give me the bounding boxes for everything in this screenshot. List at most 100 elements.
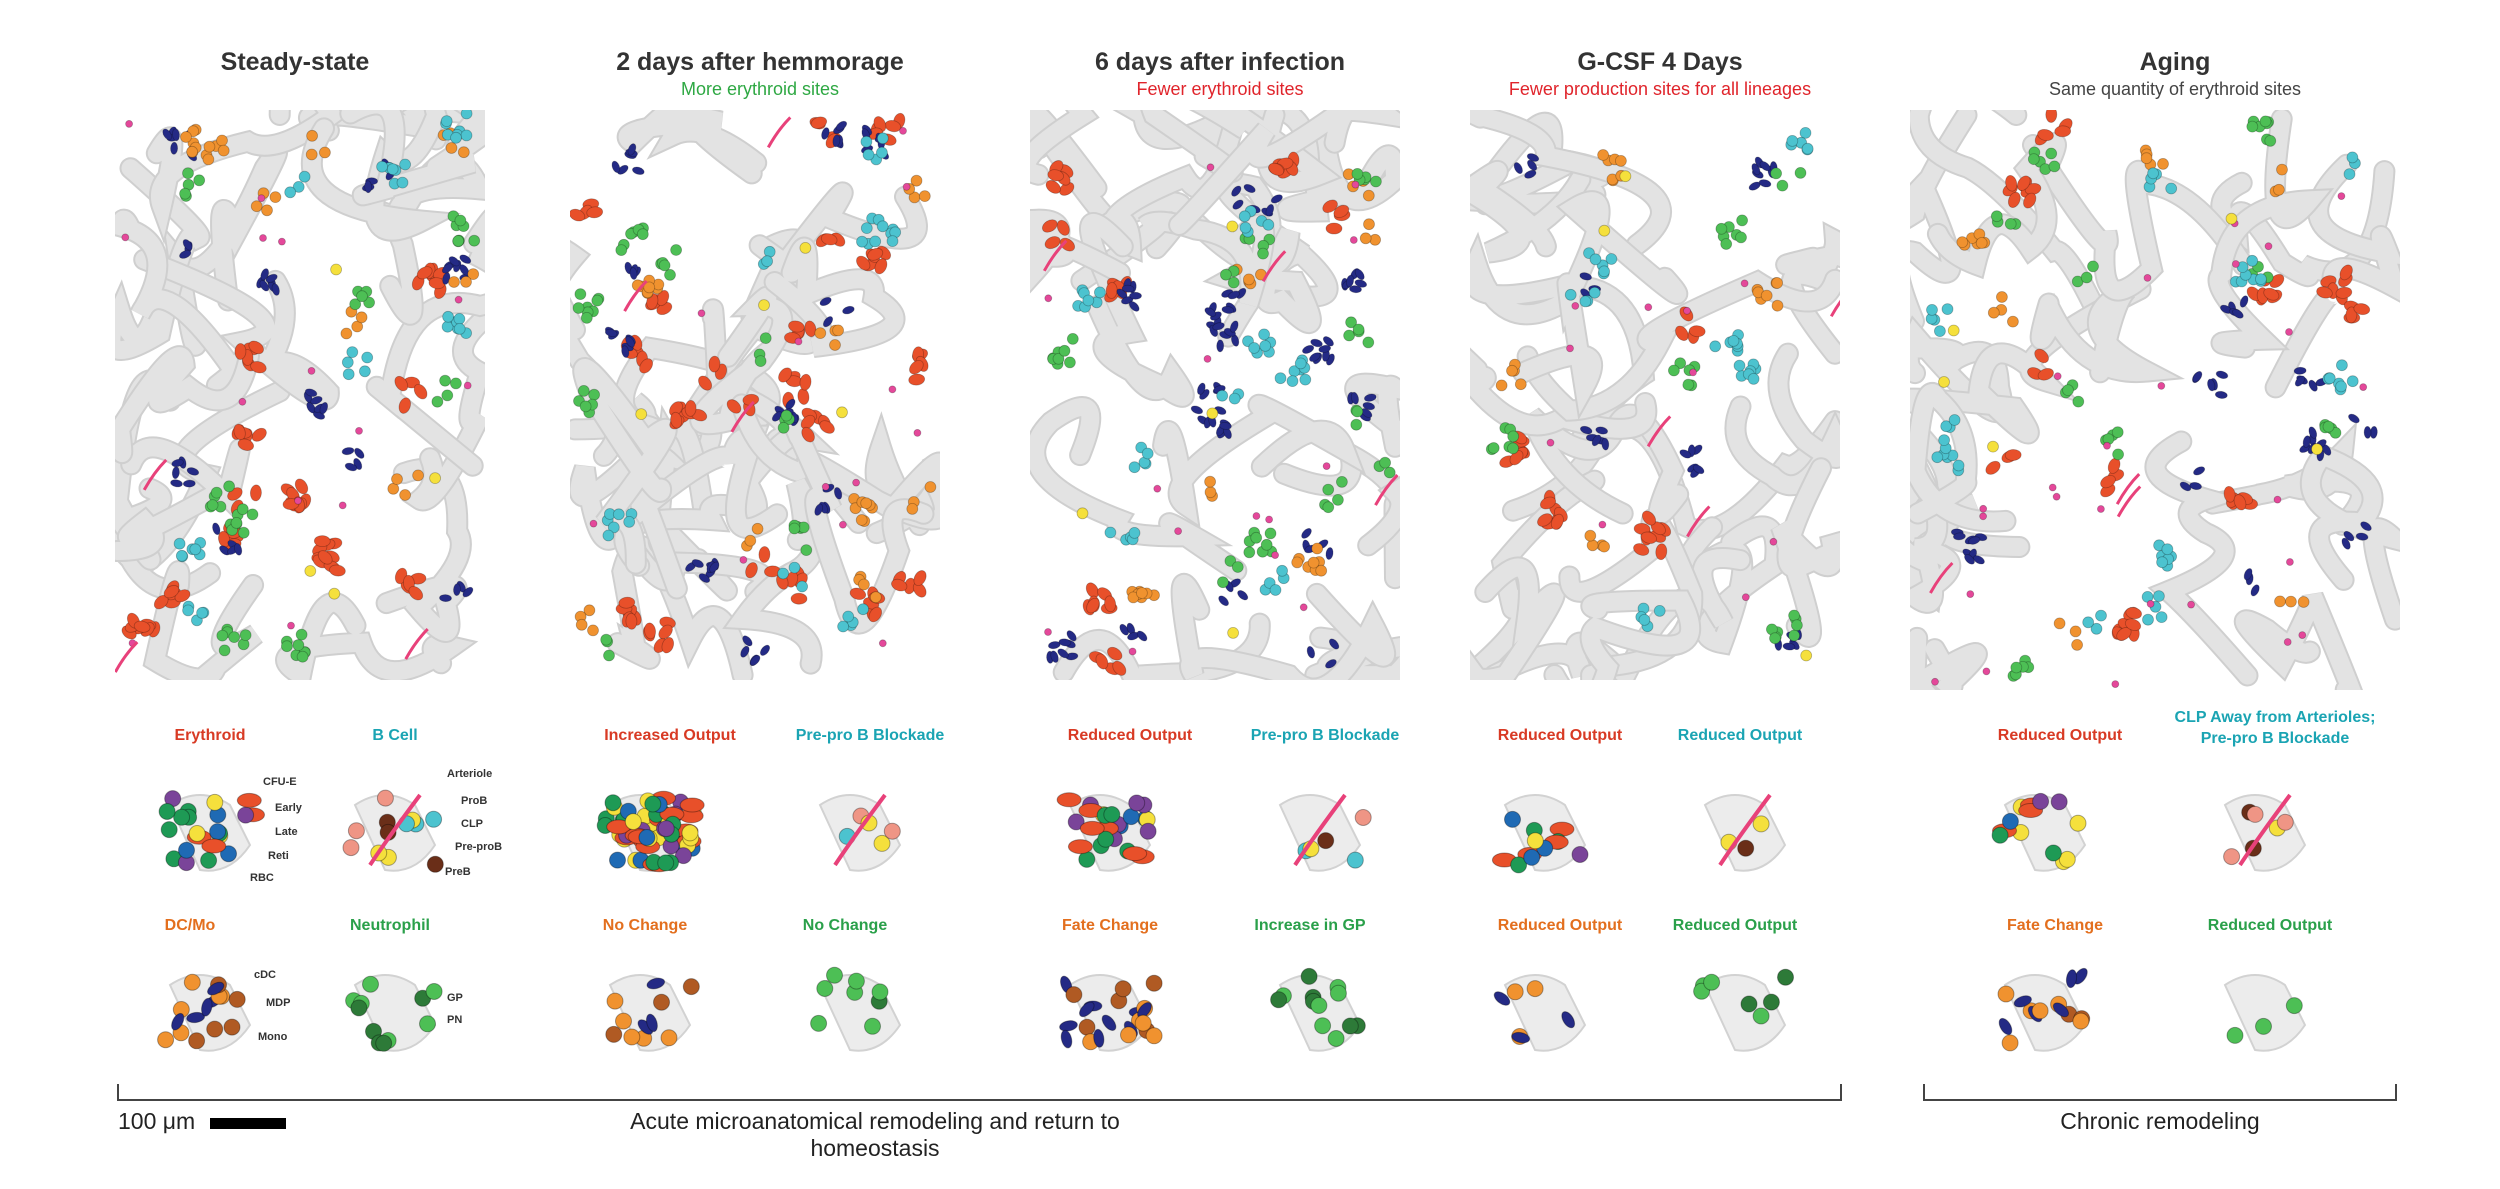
vessel	[1777, 224, 1840, 363]
gp-cell	[352, 994, 370, 1012]
gp-niche	[810, 966, 902, 1052]
cyan-cell	[292, 181, 305, 193]
gp-cell	[2087, 260, 2099, 273]
cyan-cell	[182, 604, 194, 617]
mono-cell	[399, 489, 412, 501]
ery-cell	[1078, 850, 1096, 868]
cdc-cell	[171, 1012, 185, 1031]
pink-cell	[2048, 483, 2057, 492]
gp-cell	[296, 650, 309, 663]
cyan-cell	[788, 561, 801, 574]
erythroid-cell	[398, 397, 411, 414]
pink-cell	[1203, 354, 1212, 363]
label-bcell: B Cell	[372, 727, 418, 744]
yellow-cell	[1598, 224, 1611, 237]
gp-cell	[356, 290, 368, 303]
cdc-cell	[1083, 1000, 1103, 1012]
erythroid-cell	[1992, 823, 2017, 839]
erythroid-cell	[2263, 287, 2280, 301]
gp-cell	[292, 639, 305, 651]
mono-cell	[575, 618, 588, 631]
erythroid-cell	[2019, 797, 2045, 813]
niche-vessel	[353, 974, 437, 1052]
gp-cell	[1329, 978, 1347, 996]
mono-cell	[1311, 542, 1324, 555]
b-cell	[404, 811, 421, 829]
gp-cell	[370, 1034, 388, 1052]
gp-cell	[1769, 632, 1781, 645]
ery-cell	[609, 851, 626, 869]
cdc-cell	[2348, 413, 2360, 424]
cdc-cell	[310, 396, 323, 405]
erythroid-cell	[1640, 531, 1658, 544]
mo-cell	[1078, 1018, 1096, 1036]
label-inf-bcell: Pre-pro B Blockade	[1250, 727, 1400, 744]
cdc-cell	[1128, 301, 1140, 312]
vessel	[135, 250, 338, 409]
b-niche	[1703, 793, 1787, 872]
gp-cell	[1674, 357, 1687, 370]
mo-cell	[228, 990, 246, 1008]
pink-cell	[1689, 368, 1697, 377]
b-cell	[2268, 819, 2286, 837]
pink-cell	[2143, 273, 2152, 282]
pink-cell	[238, 397, 247, 406]
cyan-cell	[1248, 342, 1261, 354]
gp-cell	[419, 1015, 436, 1033]
cell-label-pn: PN	[447, 1014, 463, 1026]
gp-cell	[2080, 271, 2093, 284]
cdc-cell	[1229, 320, 1239, 333]
erythroid-cell	[726, 399, 742, 414]
cdc-cell	[171, 128, 180, 142]
mono-cell	[318, 146, 331, 159]
ery-cell	[619, 802, 637, 820]
mono-cell	[832, 324, 845, 337]
gp-cell	[454, 214, 467, 227]
ery-cell	[1510, 856, 1528, 874]
arteriole	[115, 641, 139, 673]
pink-cell	[1546, 438, 1555, 447]
arteriole	[142, 458, 168, 491]
cdc-cell	[1967, 536, 1981, 545]
erythroid-cell	[778, 367, 793, 383]
cyan-cell	[284, 186, 297, 199]
ery-cell	[633, 821, 651, 839]
gp-cell	[2226, 1026, 2244, 1044]
ery-cell	[681, 824, 699, 842]
b-cell	[378, 813, 396, 831]
pink-cell	[1206, 163, 1215, 172]
gp-cell	[237, 526, 250, 539]
cdc-cell	[234, 543, 243, 556]
gp-cell	[1762, 993, 1780, 1011]
vessel	[1726, 344, 1840, 495]
cyan-cell	[386, 163, 399, 175]
ery-cell	[650, 829, 668, 847]
mo-cell	[615, 1012, 632, 1030]
ery-cell	[632, 851, 650, 869]
cdc-cell	[1059, 1020, 1078, 1032]
arteriole	[1261, 250, 1287, 283]
niche-vessel	[818, 974, 902, 1052]
cdc-cell	[2215, 370, 2229, 379]
cyan-cell	[1926, 303, 1938, 316]
cyan-cell	[1605, 253, 1618, 265]
cdc-cell	[170, 141, 179, 155]
mono-cell	[412, 469, 425, 482]
gp-cell	[1219, 268, 1232, 281]
gp-cell	[2112, 448, 2125, 461]
ery-cell	[1103, 806, 1121, 823]
mo-cell	[2072, 1012, 2090, 1030]
cdc-cell	[621, 345, 630, 358]
erythroid-cell	[656, 289, 670, 307]
cdc-cell	[1325, 659, 1337, 669]
erythroid-cell	[646, 857, 672, 873]
gp-cell	[230, 516, 243, 529]
gp-cell	[810, 1014, 828, 1032]
mono-cell	[1996, 291, 2008, 303]
cell-clusters	[115, 110, 481, 673]
ery-cell	[2001, 812, 2019, 830]
ery-cell	[683, 839, 701, 857]
b-niche	[1278, 793, 1372, 872]
erythroid-cell	[1543, 834, 1569, 850]
gp-cell	[1348, 1017, 1366, 1035]
